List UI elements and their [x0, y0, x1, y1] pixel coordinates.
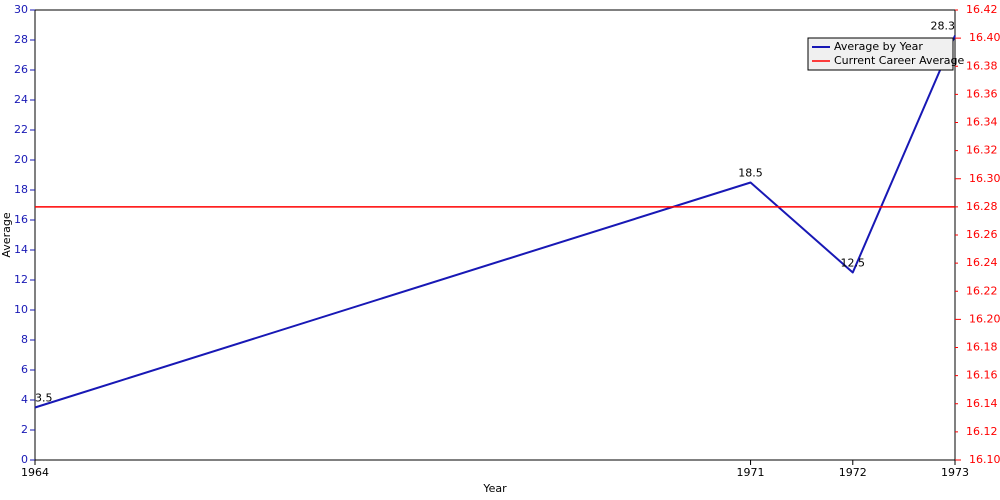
y-left-tick-label: 10	[14, 303, 28, 316]
y-right-tick-label: 16.12	[966, 425, 998, 438]
y-right-tick-label: 16.24	[966, 256, 998, 269]
y-right-tick-label: 16.18	[966, 341, 998, 354]
chart-container: 024681012141618202224262830Average16.101…	[0, 0, 1000, 500]
data-point-label: 12.5	[841, 257, 866, 270]
dual-axis-line-chart: 024681012141618202224262830Average16.101…	[0, 0, 1000, 500]
y-right-tick-label: 16.26	[966, 228, 998, 241]
data-point-label: 28.3	[931, 20, 956, 33]
y-left-tick-label: 16	[14, 213, 28, 226]
y-left-tick-label: 30	[14, 3, 28, 16]
y-left-tick-label: 18	[14, 183, 28, 196]
y-right-tick-label: 16.42	[966, 3, 998, 16]
y-left-tick-label: 0	[21, 453, 28, 466]
x-axis-title: Year	[482, 482, 507, 495]
legend-item-label: Current Career Average	[834, 54, 964, 67]
y-left-tick-label: 20	[14, 153, 28, 166]
y-right-tick-label: 16.40	[969, 31, 1000, 44]
y-left-tick-label: 2	[21, 423, 28, 436]
legend: Average by YearCurrent Career Average	[808, 38, 964, 70]
data-point-label: 18.5	[738, 167, 763, 180]
data-point-label: 3.5	[35, 392, 53, 405]
y-right-tick-label: 16.28	[966, 200, 998, 213]
y-left-tick-label: 12	[14, 273, 28, 286]
y-left-tick-label: 6	[21, 363, 28, 376]
y-left-tick-label: 28	[14, 33, 28, 46]
x-tick-label: 1972	[839, 466, 867, 479]
y-right-tick-label: 16.10	[969, 453, 1000, 466]
y-right-tick-label: 16.22	[966, 284, 998, 297]
y-right-tick-label: 16.32	[966, 144, 998, 157]
y-right-tick-label: 16.38	[966, 59, 998, 72]
y-right-tick-label: 16.34	[966, 116, 998, 129]
y-right-tick-label: 16.14	[966, 397, 998, 410]
y-left-tick-label: 26	[14, 63, 28, 76]
legend-item-label: Average by Year	[834, 40, 923, 53]
x-tick-label: 1964	[21, 466, 49, 479]
y-right-tick-label: 16.36	[966, 87, 998, 100]
y-left-tick-label: 22	[14, 123, 28, 136]
y-left-tick-label: 4	[21, 393, 28, 406]
x-tick-label: 1973	[941, 466, 969, 479]
y-left-tick-label: 24	[14, 93, 28, 106]
y-right-tick-label: 16.30	[969, 172, 1000, 185]
y-left-axis-title: Average	[0, 212, 13, 257]
y-left-tick-label: 14	[14, 243, 28, 256]
y-left-tick-label: 8	[21, 333, 28, 346]
y-right-tick-label: 16.16	[966, 369, 998, 382]
y-right-tick-label: 16.20	[969, 312, 1000, 325]
x-tick-label: 1971	[737, 466, 765, 479]
